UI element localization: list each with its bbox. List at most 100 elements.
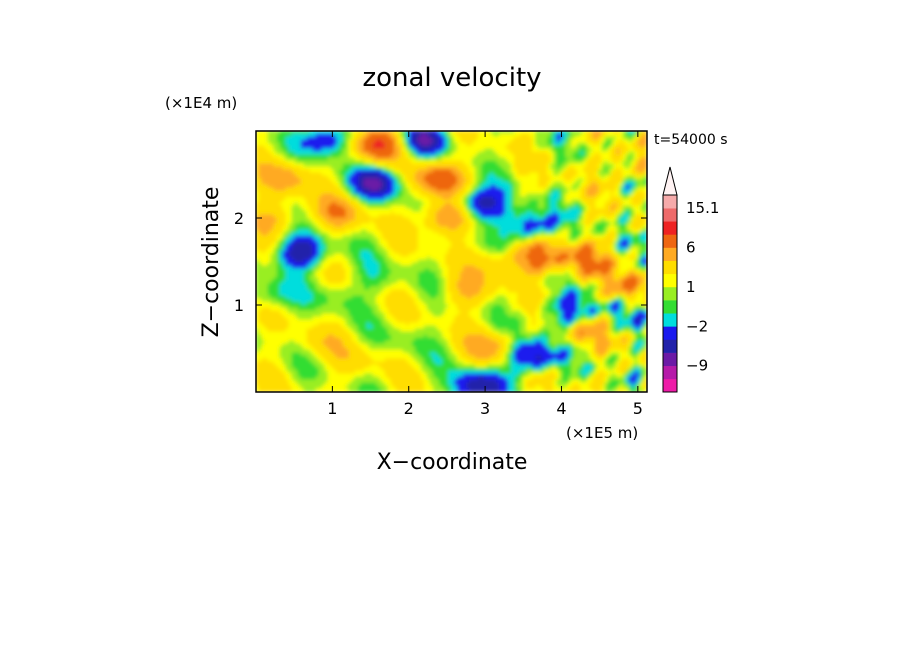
contour-cell <box>565 160 570 165</box>
contour-cell <box>604 187 609 192</box>
contour-cell <box>478 166 483 171</box>
contour-cell <box>574 139 579 144</box>
contour-cell <box>583 184 588 189</box>
contour-cell <box>472 190 477 195</box>
contour-cell <box>405 145 410 150</box>
contour-cell <box>447 175 452 180</box>
contour-cell <box>532 166 537 171</box>
contour-cell <box>583 163 588 168</box>
contour-cell <box>571 178 576 183</box>
contour-cell <box>408 148 413 153</box>
contour-cell <box>619 172 624 177</box>
contour-cell <box>303 148 308 153</box>
contour-cell <box>318 133 323 138</box>
contour-cell <box>291 157 296 162</box>
contour-cell <box>469 166 474 171</box>
contour-cell <box>366 160 371 165</box>
contour-cell <box>321 193 326 198</box>
contour-cell <box>523 131 528 135</box>
contour-cell <box>580 142 585 147</box>
contour-cell <box>378 163 383 168</box>
contour-cell <box>619 145 624 150</box>
contour-cell <box>330 169 335 174</box>
contour-cell <box>447 169 452 174</box>
contour-cell <box>417 187 422 192</box>
contour-cell <box>321 166 326 171</box>
contour-cell <box>622 133 627 138</box>
contour-cell <box>399 190 404 195</box>
contour-cell <box>312 163 317 168</box>
contour-cell <box>502 190 507 195</box>
contour-cell <box>598 131 603 135</box>
contour-cell <box>438 136 443 141</box>
contour-cell <box>607 133 612 138</box>
contour-cell <box>441 157 446 162</box>
contour-cell <box>435 193 440 198</box>
contour-cell <box>351 184 356 189</box>
contour-cell <box>595 148 600 153</box>
contour-cell <box>300 193 305 198</box>
contour-cell <box>312 145 317 150</box>
contour-cell <box>541 136 546 141</box>
contour-cell <box>589 175 594 180</box>
contour-cell <box>571 175 576 180</box>
contour-cell <box>303 175 308 180</box>
contour-cell <box>333 148 338 153</box>
contour-cell <box>267 157 272 162</box>
contour-cell <box>478 160 483 165</box>
contour-cell <box>577 190 582 195</box>
contour-cell <box>267 131 272 135</box>
contour-cell <box>634 181 639 186</box>
contour-cell <box>523 151 528 156</box>
contour-cell <box>523 166 528 171</box>
contour-cell <box>432 172 437 177</box>
contour-cell <box>276 187 281 192</box>
contour-cell <box>499 181 504 186</box>
contour-cell <box>589 166 594 171</box>
contour-cell <box>481 148 486 153</box>
contour-cell <box>426 166 431 171</box>
contour-cell <box>411 136 416 141</box>
contour-cell <box>420 148 425 153</box>
contour-cell <box>345 184 350 189</box>
contour-cell <box>339 184 344 189</box>
contour-cell <box>571 136 576 141</box>
contour-cell <box>499 139 504 144</box>
contour-cell <box>339 142 344 147</box>
contour-cell <box>258 154 263 159</box>
contour-cell <box>285 145 290 150</box>
contour-cell <box>294 157 299 162</box>
contour-cell <box>538 136 543 141</box>
contour-cell <box>604 139 609 144</box>
contour-cell <box>393 193 398 198</box>
contour-cell <box>550 154 555 159</box>
contour-cell <box>502 142 507 147</box>
contour-cell <box>435 142 440 147</box>
contour-cell <box>568 187 573 192</box>
contour-cell <box>502 145 507 150</box>
contour-cell <box>517 172 522 177</box>
contour-cell <box>429 154 434 159</box>
contour-cell <box>616 175 621 180</box>
contour-cell <box>315 131 320 135</box>
contour-cell <box>312 157 317 162</box>
contour-cell <box>384 181 389 186</box>
contour-cell <box>256 166 260 171</box>
contour-cell <box>499 142 504 147</box>
contour-cell <box>354 136 359 141</box>
contour-cell <box>580 145 585 150</box>
contour-cell <box>327 166 332 171</box>
contour-cell <box>303 184 308 189</box>
contour-cell <box>447 145 452 150</box>
contour-cell <box>472 175 477 180</box>
contour-cell <box>297 136 302 141</box>
contour-cell <box>511 157 516 162</box>
contour-cell <box>387 151 392 156</box>
contour-cell <box>315 193 320 198</box>
contour-cell <box>622 160 627 165</box>
contour-cell <box>475 169 480 174</box>
contour-cell <box>432 190 437 195</box>
contour-cell <box>396 145 401 150</box>
contour-cell <box>357 145 362 150</box>
contour-cell <box>444 160 449 165</box>
